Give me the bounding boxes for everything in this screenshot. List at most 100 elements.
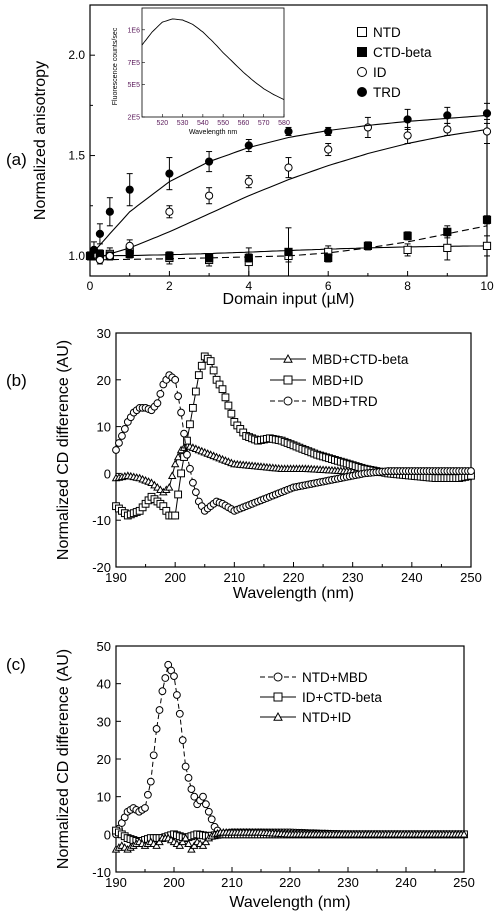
- data-point: [204, 807, 213, 816]
- data-point: [186, 420, 194, 429]
- data-point: [459, 829, 469, 838]
- inset-x-tick-label: 520: [156, 120, 168, 127]
- data-point: [443, 243, 452, 252]
- data-point: [189, 403, 197, 412]
- data-point: [146, 777, 155, 786]
- data-point: [227, 409, 236, 418]
- y-axis-label: Normalized CD difference (AU): [55, 340, 72, 560]
- panel-label: (c): [6, 655, 26, 674]
- data-point: [207, 815, 216, 824]
- data-point: [218, 385, 227, 394]
- x-tick-label: 210: [221, 875, 243, 890]
- data-point: [467, 467, 475, 475]
- data-point: [221, 393, 230, 402]
- data-point: [115, 439, 123, 447]
- data-point: [224, 401, 233, 410]
- data-point: [482, 127, 492, 136]
- y-tick-label: -10: [92, 865, 111, 880]
- data-point: [158, 687, 167, 696]
- data-point: [187, 785, 196, 794]
- data-point: [174, 392, 183, 401]
- inset-y-tick-label: 1E6: [128, 27, 141, 34]
- data-point: [205, 253, 214, 263]
- series-id: [89, 116, 492, 265]
- y-tick-label: 0: [104, 466, 111, 481]
- inset-chart: 520 530 540 550 560 570 580 2E5 5E5 7E5 1E6 Wavelen…: [112, 7, 290, 136]
- data-point: [443, 111, 452, 120]
- y-tick-label: 1.5: [68, 149, 85, 163]
- data-point: [482, 109, 492, 118]
- data-point: [170, 672, 178, 681]
- data-point: [165, 251, 174, 261]
- data-point: [363, 241, 372, 250]
- data-point: [202, 800, 210, 809]
- inset-y-tick-label: 5E5: [128, 82, 141, 89]
- data-point: [181, 833, 190, 842]
- legend-label: CTD-beta: [373, 45, 432, 60]
- data-point: [205, 157, 214, 166]
- x-tick-label: 250: [460, 570, 482, 585]
- inset-y-tick-label: 2E5: [128, 115, 141, 122]
- data-point: [199, 792, 207, 801]
- data-point: [105, 251, 114, 261]
- data-point: [153, 399, 162, 408]
- data-point: [175, 841, 185, 849]
- x-tick-label: 230: [342, 570, 364, 585]
- y-axis-label: Normalized CD difference (AU): [55, 649, 72, 869]
- data-point: [324, 253, 333, 263]
- inset-x-tick-label: 560: [238, 120, 250, 127]
- legend-marker: [273, 672, 283, 682]
- legend-label: MBD+CTD-beta: [312, 352, 409, 367]
- data-point: [161, 674, 170, 682]
- inset-y-label: Fluorescence counts/sec: [112, 27, 119, 105]
- data-point: [482, 215, 492, 224]
- data-point: [197, 361, 206, 370]
- legend-marker: [357, 47, 367, 57]
- legend-marker: [273, 692, 283, 702]
- x-tick-label: 240: [401, 570, 423, 585]
- data-point: [152, 841, 161, 849]
- y-tick-label: 10: [97, 420, 111, 435]
- chart-panel-c: 190 200 210 220 230 240 250 -10 0 10 20 30 40 50 Wavel…: [6, 639, 475, 911]
- y-tick-label: 30: [97, 714, 111, 729]
- fit-line: [89, 128, 488, 261]
- x-tick-label: 230: [337, 875, 359, 890]
- data-point: [149, 751, 158, 760]
- x-tick-label: 6: [325, 279, 332, 293]
- data-point: [171, 511, 180, 520]
- data-point: [443, 125, 452, 134]
- y-tick-label: 20: [97, 752, 111, 767]
- legend-marker: [357, 27, 367, 37]
- data-point: [183, 436, 191, 445]
- data-point: [170, 459, 180, 468]
- data-point: [173, 452, 183, 461]
- x-axis-label: Wavelength (nm): [229, 894, 350, 911]
- data-point: [186, 464, 194, 473]
- legend-marker: [357, 67, 367, 77]
- data-point: [187, 844, 196, 853]
- series-ntd-mbd: [112, 660, 468, 839]
- x-tick-label: 220: [283, 570, 305, 585]
- data-point: [177, 408, 185, 417]
- x-tick-label: 190: [105, 570, 127, 585]
- chart-panel-b: 190 200 210 220 230 240 250 -20 -10 0 10 20 30 Wavele…: [6, 326, 482, 602]
- data-point: [201, 837, 211, 846]
- x-tick-label: 240: [395, 875, 417, 890]
- y-tick-label: 1.0: [68, 249, 85, 263]
- x-tick-label: 8: [404, 279, 411, 293]
- panel-label: (a): [6, 150, 27, 169]
- data-point: [89, 245, 99, 255]
- x-axis-label: Wavelength (nm): [233, 585, 354, 602]
- data-point: [403, 231, 412, 240]
- data-point: [178, 837, 187, 846]
- data-point: [190, 792, 199, 801]
- data-point: [152, 724, 161, 733]
- data-point: [165, 169, 174, 178]
- data-point: [284, 163, 293, 172]
- x-axis-label: Domain input (µM): [223, 291, 355, 308]
- data-point: [184, 773, 193, 782]
- y-tick-label: -20: [92, 560, 111, 575]
- data-point: [324, 145, 333, 154]
- data-point: [183, 450, 191, 459]
- x-tick-label: 220: [279, 875, 301, 890]
